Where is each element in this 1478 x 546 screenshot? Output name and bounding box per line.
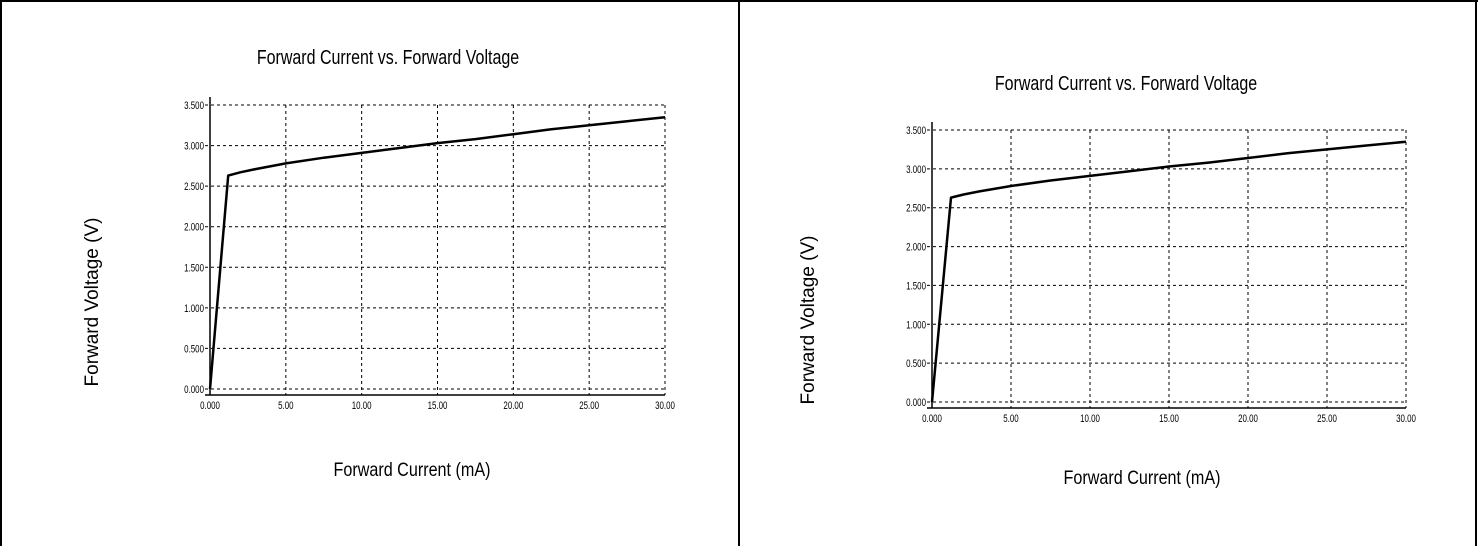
x-tick-label: 15.00 [428,400,448,413]
y-tick-label: 0.000 [184,384,204,397]
x-tick-label: 20.00 [503,400,523,413]
y-tick-label: 0.500 [184,343,204,356]
chart-right: Forward Current vs. Forward Voltage Forw… [798,72,1416,488]
y-axis-label: Forward Voltage (V) [798,236,819,405]
series-line [930,140,1407,403]
y-tick-label: 2.000 [184,222,204,235]
chart-title: Forward Current vs. Forward Voltage [995,72,1257,94]
x-tick-label: 10.00 [352,400,372,413]
x-tick-label: 25.00 [1317,413,1337,426]
chart-title: Forward Current vs. Forward Voltage [257,46,519,68]
x-tick-label: 5.00 [278,400,293,413]
y-tick-label: 3.500 [184,100,204,113]
x-tick-label: 0.000 [200,400,220,413]
x-tick-label: 0.000 [922,413,942,426]
x-tick-label: 10.00 [1080,413,1100,426]
y-tick-label: 2.500 [906,203,926,216]
x-tick-label: 30.00 [1396,413,1416,426]
y-tick-label: 3.000 [906,164,926,177]
series-line [208,115,666,390]
y-tick-label: 2.500 [184,181,204,194]
y-axis-label: Forward Voltage (V) [82,218,103,387]
x-tick-label: 30.00 [655,400,675,413]
x-axis-label: Forward Current (mA) [334,459,491,481]
chart-left: Forward Current vs. Forward Voltage Forw… [82,46,675,480]
y-tick-label: 1.000 [184,303,204,316]
x-tick-label: 5.00 [1003,413,1018,426]
y-tick-label: 3.000 [184,140,204,153]
y-tick-label: 0.500 [906,358,926,371]
y-tick-label: 0.000 [906,397,926,410]
y-tick-label: 2.000 [906,241,926,254]
x-tick-label: 25.00 [579,400,599,413]
y-tick-label: 3.500 [906,125,926,138]
x-tick-label: 15.00 [1159,413,1179,426]
y-tick-label: 1.000 [906,319,926,332]
x-axis-label: Forward Current (mA) [1064,467,1221,489]
x-tick-label: 20.00 [1238,413,1258,426]
y-tick-label: 1.500 [184,262,204,275]
y-tick-label: 1.500 [906,280,926,293]
